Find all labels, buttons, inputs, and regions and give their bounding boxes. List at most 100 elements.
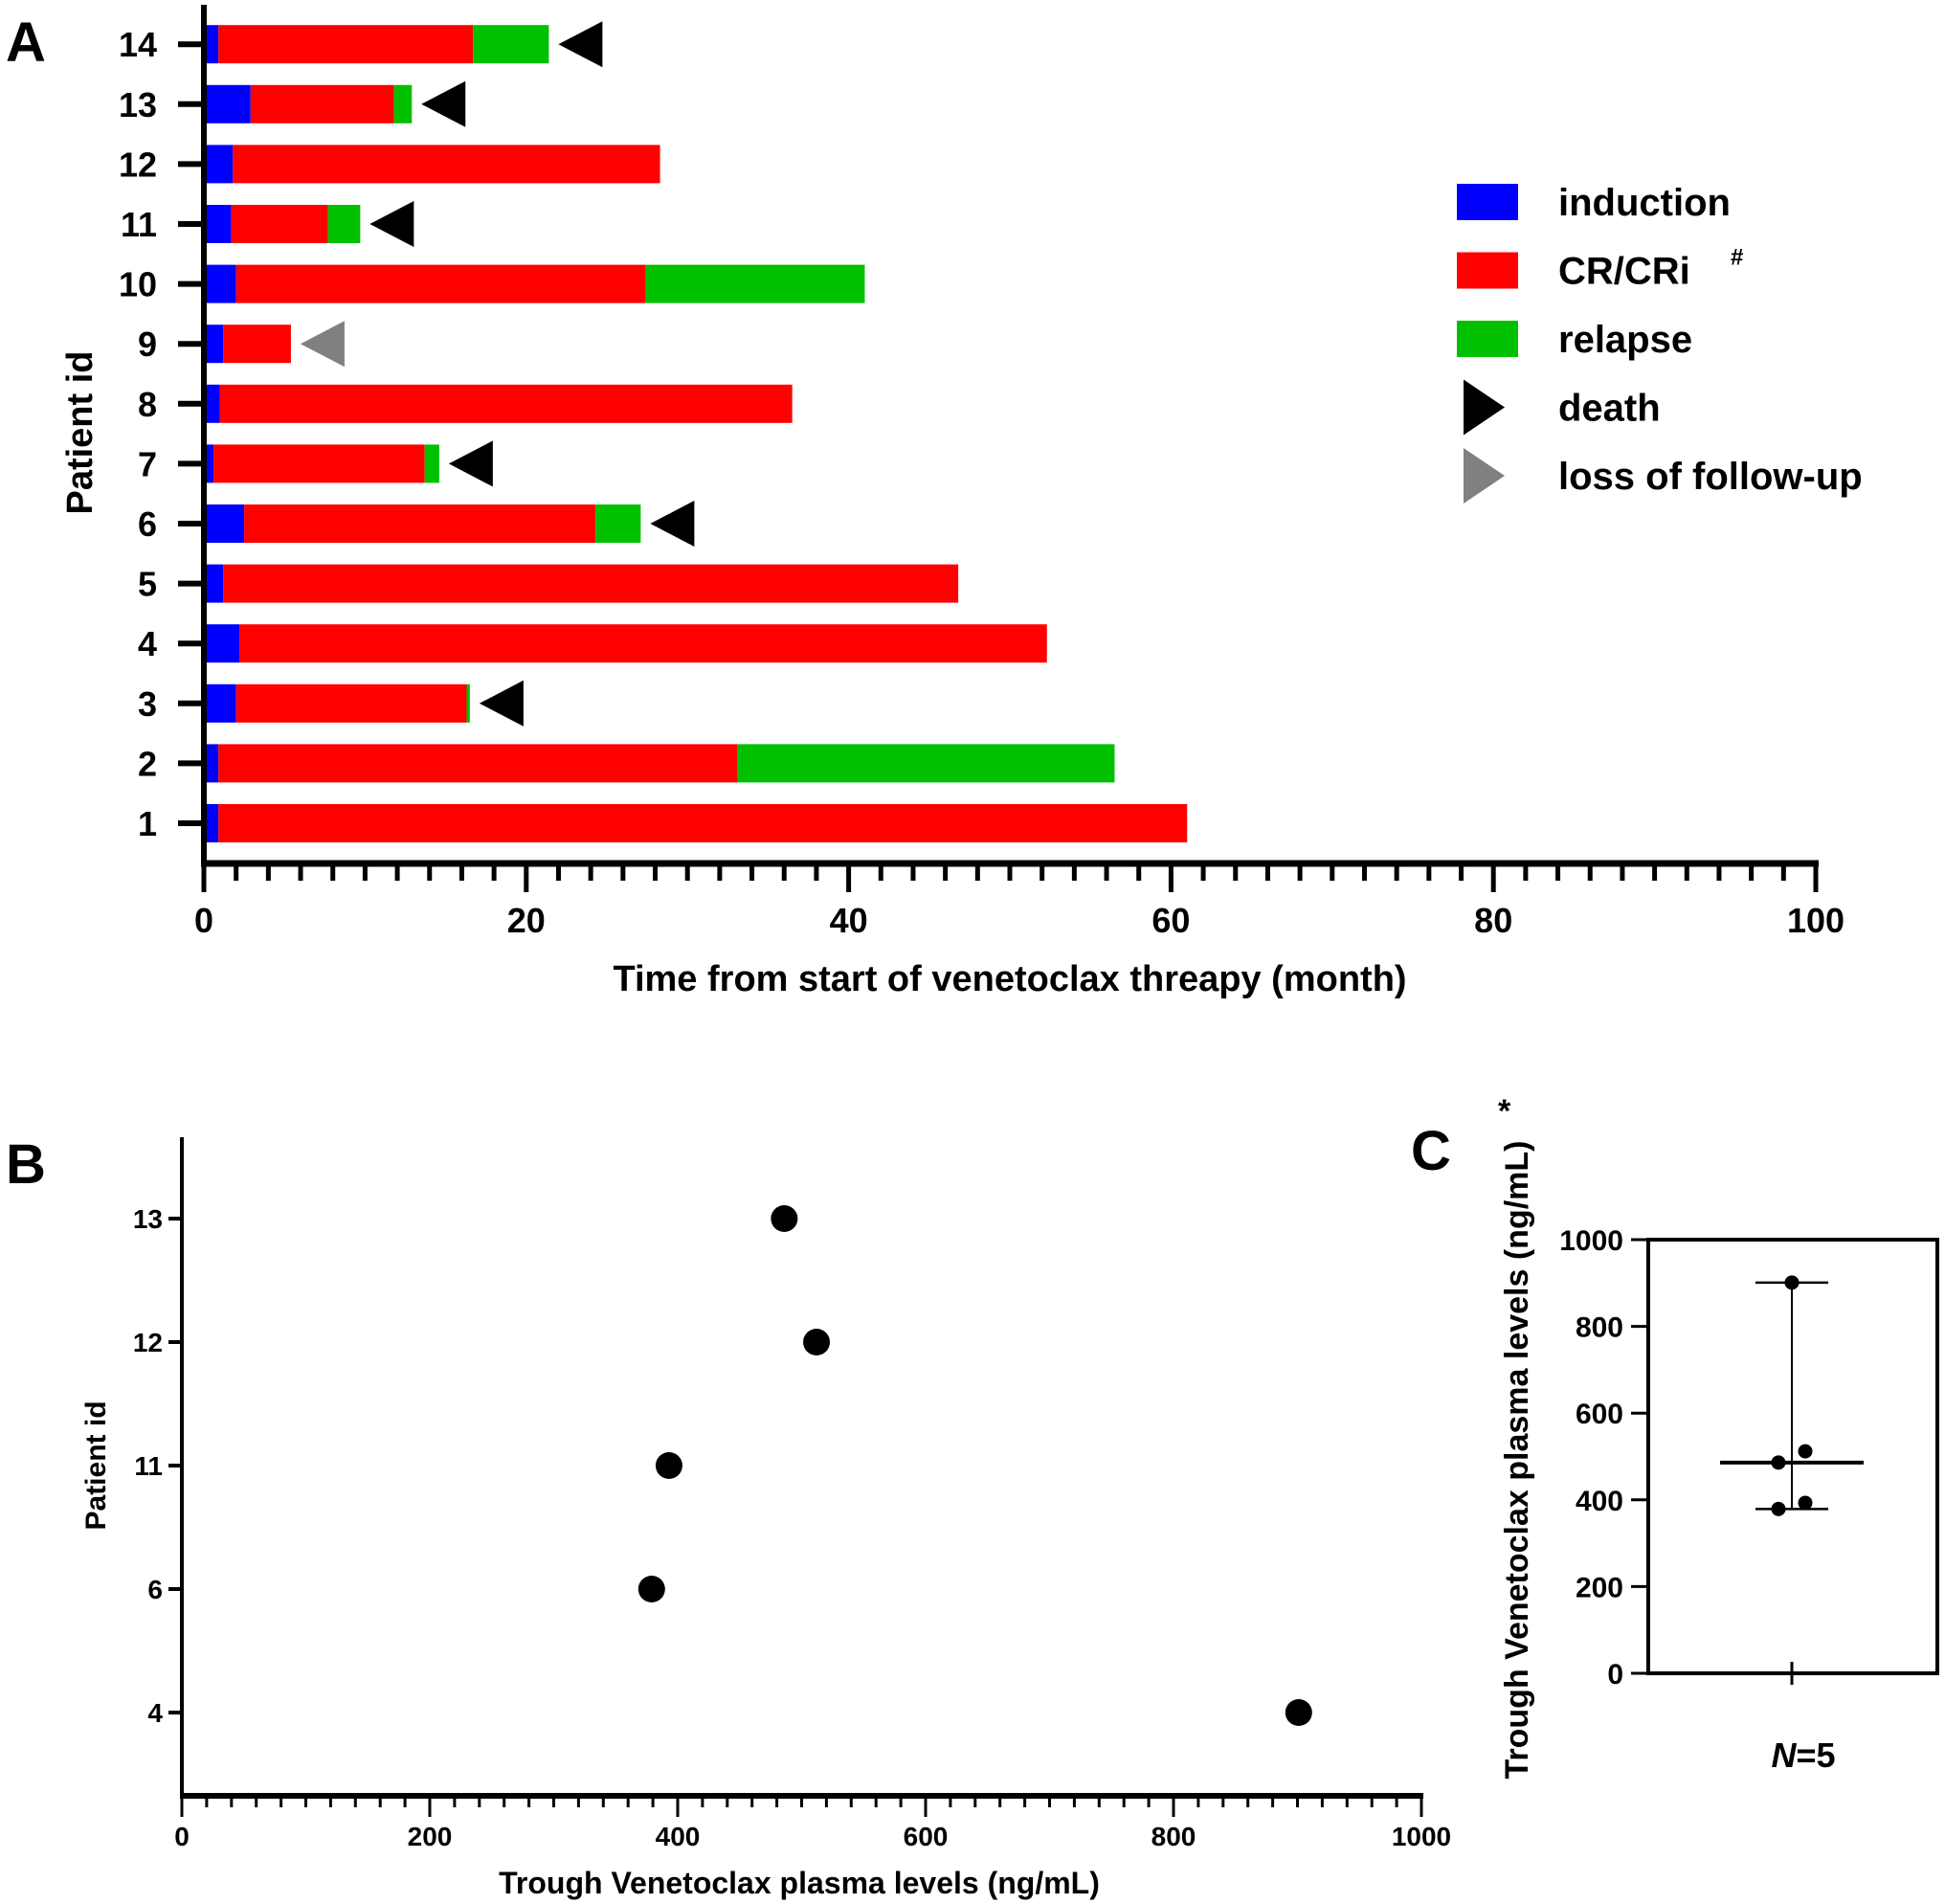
data-point xyxy=(1771,1455,1786,1470)
panel-c-points xyxy=(1771,1275,1813,1516)
y-tick-label-patient-1: 1 xyxy=(138,804,157,843)
legend-swatch-relapse xyxy=(1457,321,1518,357)
y-tick-label: 1000 xyxy=(1559,1225,1623,1257)
y-tick-label-patient-11: 11 xyxy=(134,1451,163,1481)
legend-label-superscript: # xyxy=(1731,245,1743,271)
x-tick-label: 1000 xyxy=(1392,1822,1451,1851)
legend-death-triangle-icon xyxy=(1464,379,1505,436)
bar-segment-induction-patient-7 xyxy=(204,444,214,483)
x-tick-label: 40 xyxy=(830,901,868,940)
bar-segment-induction-patient-12 xyxy=(204,145,234,184)
legend-swatch-induction xyxy=(1457,184,1518,220)
data-point-patient-11 xyxy=(655,1452,682,1479)
x-tick-label: 100 xyxy=(1787,901,1844,940)
panel-c-y-axis-title-asterisk: * xyxy=(1498,1093,1511,1130)
y-tick-label-patient-14: 14 xyxy=(119,25,157,64)
bar-segment-crcri-patient-2 xyxy=(218,744,738,783)
data-point-patient-13 xyxy=(771,1205,798,1232)
panel-letter-b: B xyxy=(6,1133,46,1196)
panel-a-bars xyxy=(204,25,1188,842)
bar-segment-crcri-patient-9 xyxy=(223,325,291,364)
data-point xyxy=(1784,1275,1800,1290)
data-point xyxy=(1798,1495,1813,1511)
panel-a-end-markers xyxy=(300,21,695,727)
bar-segment-crcri-patient-11 xyxy=(231,205,328,243)
y-tick-label: 200 xyxy=(1576,1572,1623,1603)
panel-c-n-label: N=5 xyxy=(1771,1736,1835,1775)
bar-segment-crcri-patient-4 xyxy=(239,624,1047,663)
bar-segment-induction-patient-11 xyxy=(204,205,232,243)
y-tick-label-patient-4: 4 xyxy=(138,624,157,663)
legend-label-induction: induction xyxy=(1558,182,1731,224)
bar-segment-crcri-patient-3 xyxy=(235,683,467,723)
death-marker-patient-6 xyxy=(650,501,695,547)
x-tick-label: 80 xyxy=(1474,901,1512,940)
panel-a-x-axis-title: Time from start of venetoclax threapy (m… xyxy=(613,959,1406,999)
y-tick-label-patient-10: 10 xyxy=(119,265,157,304)
bar-segment-induction-patient-3 xyxy=(204,683,236,723)
y-tick-label-patient-7: 7 xyxy=(138,444,157,483)
panel-b-axes: 0 200 400 600 800 1000 4 6 11 12 13 xyxy=(133,1137,1451,1851)
panel-letter-c: C xyxy=(1411,1120,1451,1182)
bar-segment-induction-patient-9 xyxy=(204,325,224,364)
x-tick-label: 400 xyxy=(656,1822,701,1851)
bar-segment-crcri-patient-7 xyxy=(213,444,425,483)
bar-segment-induction-patient-8 xyxy=(204,384,220,423)
panel-c-y-axis-title-text: Trough Venetoclax plasma levels (ng/mL) xyxy=(1499,1141,1535,1780)
y-tick-label-patient-5: 5 xyxy=(138,565,157,604)
data-point xyxy=(1798,1444,1813,1459)
legend-loss-of-follow-up-triangle-icon xyxy=(1464,448,1505,504)
bar-segment-induction-patient-14 xyxy=(204,25,219,64)
death-marker-patient-3 xyxy=(479,680,524,727)
panel-c-median-range xyxy=(1720,1281,1864,1511)
bar-segment-crcri-patient-13 xyxy=(250,84,394,123)
panel-c-n-label-rest: =5 xyxy=(1796,1736,1835,1775)
bar-segment-relapse-patient-13 xyxy=(393,84,413,123)
x-tick-label: 0 xyxy=(174,1822,190,1851)
death-marker-patient-7 xyxy=(448,440,493,487)
bar-segment-crcri-patient-6 xyxy=(244,504,596,543)
y-tick-label-patient-2: 2 xyxy=(138,744,157,783)
y-tick-label-patient-9: 9 xyxy=(138,325,157,364)
data-point-patient-6 xyxy=(637,1576,665,1602)
bar-segment-crcri-patient-12 xyxy=(233,145,660,184)
legend-label-cr-cri: CR/CRi xyxy=(1558,251,1690,293)
y-tick-label-patient-13: 13 xyxy=(133,1204,163,1234)
panel-c-n-label-italic: N xyxy=(1771,1736,1797,1775)
x-tick-label: 0 xyxy=(194,901,213,940)
y-tick-label-patient-12: 12 xyxy=(119,145,157,184)
bar-segment-crcri-patient-8 xyxy=(219,384,793,423)
legend-label-relapse: relapse xyxy=(1558,319,1692,361)
y-tick-label-patient-3: 3 xyxy=(138,684,157,724)
y-tick-label-patient-6: 6 xyxy=(138,504,157,544)
y-tick-label-patient-6: 6 xyxy=(147,1575,163,1604)
data-point-patient-12 xyxy=(803,1329,831,1355)
x-tick-label: 20 xyxy=(507,901,546,940)
y-tick-label: 600 xyxy=(1576,1399,1623,1430)
x-tick-label: 200 xyxy=(408,1822,453,1851)
y-tick-label-patient-8: 8 xyxy=(138,385,157,424)
x-tick-label: 800 xyxy=(1151,1822,1196,1851)
y-tick-label-patient-4: 4 xyxy=(147,1698,163,1728)
y-tick-label-patient-11: 11 xyxy=(121,205,157,244)
panel-b-y-axis-title: Patient id xyxy=(80,1400,112,1530)
panel-a-y-axis-title: Patient id xyxy=(60,350,101,514)
death-marker-patient-13 xyxy=(421,80,466,127)
panel-c-axes: 0 200 400 600 800 1000 xyxy=(1559,1225,1939,1691)
bar-segment-crcri-patient-10 xyxy=(235,264,646,303)
panel-c-dot-plot: 0 200 400 600 800 1000 Trough Venetoclax plas… xyxy=(1498,1093,1939,1780)
bar-segment-induction-patient-2 xyxy=(204,744,219,783)
x-tick-label: 600 xyxy=(904,1822,949,1851)
bar-segment-relapse-patient-11 xyxy=(327,205,361,243)
bar-segment-relapse-patient-3 xyxy=(466,683,470,723)
death-marker-patient-11 xyxy=(369,201,414,247)
bar-segment-induction-patient-1 xyxy=(204,804,219,842)
bar-segment-induction-patient-10 xyxy=(204,264,236,303)
bar-segment-relapse-patient-2 xyxy=(737,744,1115,783)
bar-segment-crcri-patient-5 xyxy=(223,564,959,603)
panel-c-y-axis-title: Trough Venetoclax plasma levels (ng/mL) xyxy=(1499,1141,1535,1780)
loss-of-follow-up-marker-patient-9 xyxy=(300,321,345,368)
bar-segment-induction-patient-6 xyxy=(204,504,245,543)
